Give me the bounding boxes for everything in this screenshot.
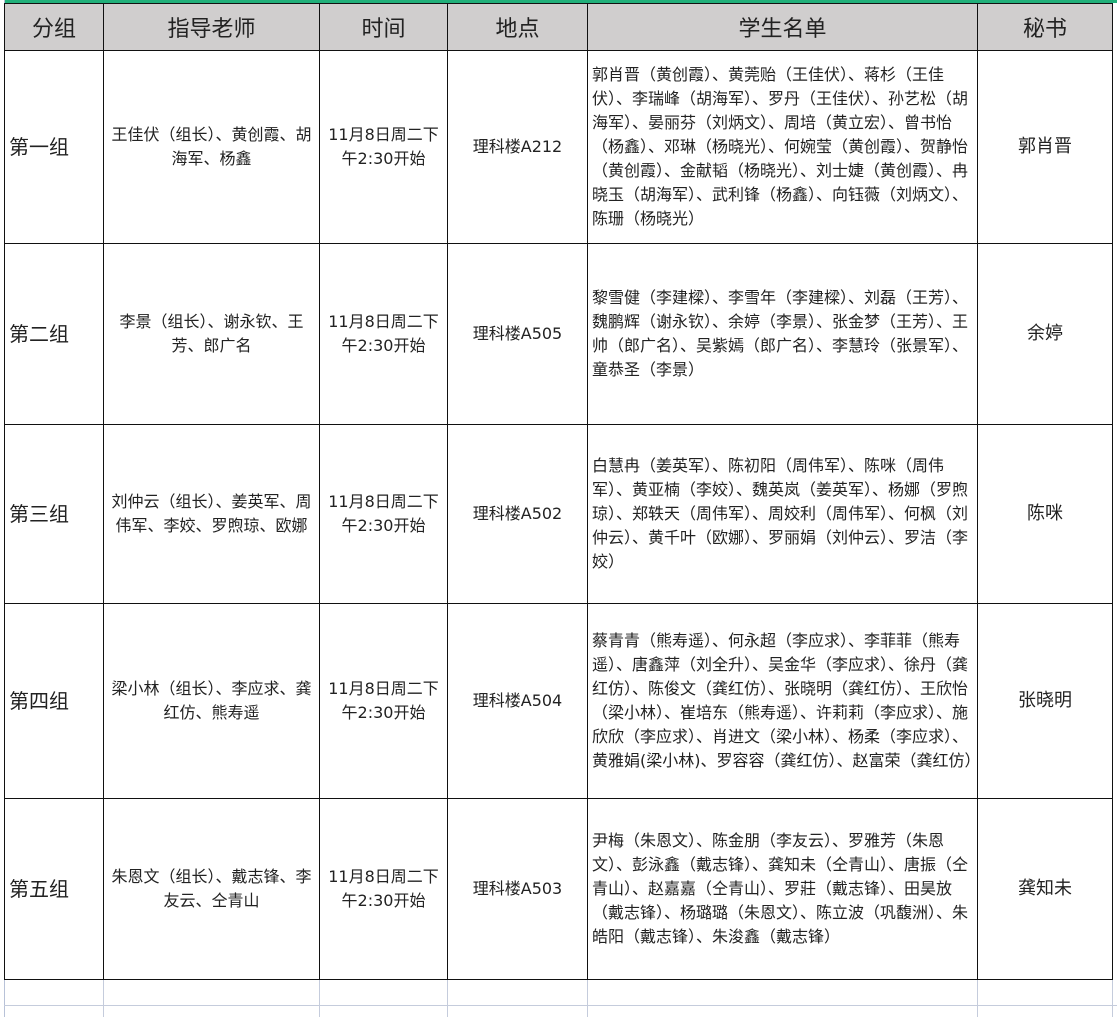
students-cell[interactable]: 尹梅（朱恩文）、陈金朋（李友云）、罗雅芳（朱恩文）、彭泳鑫（戴志锋）、龚知未（仝…: [587, 798, 978, 980]
group-cell[interactable]: 第四组: [4, 603, 104, 799]
time-cell[interactable]: 11月8日周二下午2:30开始: [319, 603, 448, 799]
header-group[interactable]: 分组: [4, 3, 104, 51]
time-cell[interactable]: 11月8日周二下午2:30开始: [319, 243, 448, 425]
time-cell[interactable]: 11月8日周二下午2:30开始: [319, 50, 448, 244]
secretary-cell[interactable]: 郭肖晋: [977, 50, 1113, 244]
place-cell[interactable]: 理科楼A212: [447, 50, 588, 244]
header-teachers[interactable]: 指导老师: [103, 3, 320, 51]
place-cell[interactable]: 理科楼A502: [447, 424, 588, 604]
header-time[interactable]: 时间: [319, 3, 448, 51]
table-row: 第四组 梁小林（组长）、李应求、龚红仿、熊寿遥 11月8日周二下午2:30开始 理科楼…: [4, 603, 1113, 799]
header-secretary[interactable]: 秘书: [977, 3, 1113, 51]
selection-accent-line: [4, 0, 1117, 3]
secretary-cell[interactable]: 张晓明: [977, 603, 1113, 799]
column-gridline: [1112, 980, 1113, 1017]
column-gridline: [447, 980, 448, 1017]
table-row: 第三组 刘仲云（组长）、姜英军、周伟军、李姣、罗煦琼、欧娜 11月8日周二下午2:3…: [4, 424, 1113, 604]
teachers-cell[interactable]: 李景（组长）、谢永钦、王芳、郎广名: [103, 243, 320, 425]
place-cell[interactable]: 理科楼A505: [447, 243, 588, 425]
students-cell[interactable]: 郭肖晋（黄创霞）、黄莞贻（王佳伏）、蒋杉（王佳伏）、李瑞峰（胡海军）、罗丹（王佳…: [587, 50, 978, 244]
header-row: 分组 指导老师 时间 地点 学生名单 秘书: [4, 3, 1113, 51]
secretary-cell[interactable]: 陈咪: [977, 424, 1113, 604]
students-cell[interactable]: 黎雪健（李建樑）、李雪年（李建樑）、刘磊（王芳）、魏鹏辉（谢永钦）、余婷（李景）…: [587, 243, 978, 425]
time-cell[interactable]: 11月8日周二下午2:30开始: [319, 798, 448, 980]
students-cell[interactable]: 蔡青青（熊寿遥）、何永超（李应求）、李菲菲（熊寿遥）、唐鑫萍（刘全升）、吴金华（…: [587, 603, 981, 799]
group-cell[interactable]: 第五组: [4, 798, 104, 980]
empty-row-gridline: [4, 1005, 1117, 1006]
teachers-cell[interactable]: 朱恩文（组长）、戴志锋、李友云、仝青山: [103, 798, 320, 980]
table-row: 第五组 朱恩文（组长）、戴志锋、李友云、仝青山 11月8日周二下午2:30开始 理科楼…: [4, 798, 1113, 980]
column-gridline: [319, 980, 320, 1017]
teachers-cell[interactable]: 刘仲云（组长）、姜英军、周伟军、李姣、罗煦琼、欧娜: [103, 424, 320, 604]
teachers-cell[interactable]: 王佳伏（组长）、黄创霞、胡海军、杨鑫: [103, 50, 320, 244]
secretary-cell[interactable]: 龚知未: [977, 798, 1113, 980]
column-gridline: [103, 980, 104, 1017]
header-place[interactable]: 地点: [447, 3, 588, 51]
group-cell[interactable]: 第三组: [4, 424, 104, 604]
group-cell[interactable]: 第二组: [4, 243, 104, 425]
students-cell[interactable]: 白慧冉（姜英军）、陈初阳（周伟军）、陈咪（周伟军）、黄亚楠（李姣）、魏英岚（姜英…: [587, 424, 978, 604]
place-cell[interactable]: 理科楼A504: [447, 603, 588, 799]
header-students[interactable]: 学生名单: [587, 3, 978, 51]
place-cell[interactable]: 理科楼A503: [447, 798, 588, 980]
column-gridline: [587, 980, 588, 1017]
teachers-cell[interactable]: 梁小林（组长）、李应求、龚红仿、熊寿遥: [103, 603, 320, 799]
table-row: 第二组 李景（组长）、谢永钦、王芳、郎广名 11月8日周二下午2:30开始 理科楼A5…: [4, 243, 1113, 425]
group-schedule-table: 分组 指导老师 时间 地点 学生名单 秘书 第一组 王佳伏（组长）、黄创霞、胡海军…: [4, 3, 1113, 980]
secretary-cell[interactable]: 余婷: [977, 243, 1113, 425]
group-cell[interactable]: 第一组: [4, 50, 104, 244]
column-gridline: [977, 980, 978, 1017]
table-row: 第一组 王佳伏（组长）、黄创霞、胡海军、杨鑫 11月8日周二下午2:30开始 理科楼A…: [4, 50, 1113, 244]
time-cell[interactable]: 11月8日周二下午2:30开始: [319, 424, 448, 604]
